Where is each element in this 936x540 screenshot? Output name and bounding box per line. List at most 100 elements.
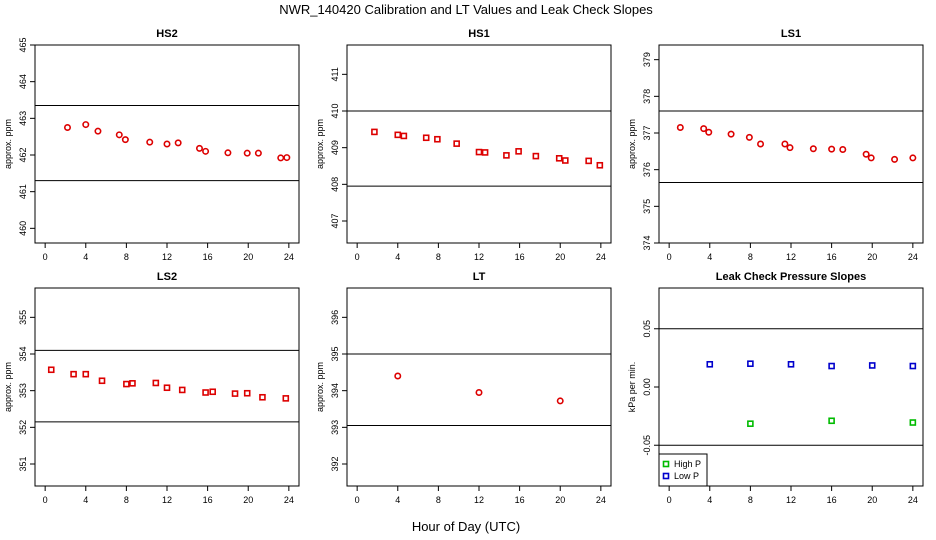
data-point [891, 155, 899, 163]
plot-frame [658, 44, 924, 244]
y-tick-label: 353 [18, 383, 28, 398]
data-point [809, 145, 817, 153]
data-point [706, 360, 714, 368]
y-tick-label: 379 [642, 52, 652, 67]
y-tick-label: 354 [18, 346, 28, 361]
x-tick-label: 0 [43, 495, 48, 505]
y-tick-label: 460 [18, 221, 28, 236]
x-tick-label: 8 [748, 252, 753, 262]
y-axis-label: approx. ppm [3, 119, 13, 169]
plot-frame [346, 44, 612, 244]
data-point [371, 128, 378, 136]
panel-2: HS1 approx. ppm 0 4 8 12 16 20 24 407 408 409 410 411 [315, 28, 612, 262]
data-point [209, 388, 216, 396]
panel-1: HS2 approx. ppm 0 4 8 12 16 20 24 460 461 462 463 464… [3, 28, 300, 262]
data-point [195, 144, 203, 152]
data-point [70, 370, 77, 378]
y-tick-label: 462 [18, 147, 28, 162]
y-tick-label: 410 [330, 103, 340, 118]
data-point [867, 154, 875, 162]
data-point [178, 386, 186, 394]
figure-title: NWR_140420 Calibration and LT Values and… [279, 2, 653, 17]
y-tick-label: 461 [18, 184, 28, 199]
data-point [727, 130, 735, 138]
x-tick-label: 12 [474, 495, 484, 505]
x-tick-label: 4 [707, 252, 712, 262]
panel-4: LS2 approx. ppm 0 4 8 12 16 20 24 351 352 353 354 355 [3, 271, 300, 505]
y-axis-label: kPa per min. [627, 362, 637, 413]
x-tick-label: 4 [83, 495, 88, 505]
data-point [481, 149, 489, 156]
y-tick-label: 0.00 [642, 378, 652, 396]
panel-3: LS1 approx. ppm 0 4 8 12 16 20 24 374 375 376 377 378… [627, 28, 924, 262]
x-tick-label: 0 [667, 495, 672, 505]
y-tick-label: 376 [642, 162, 652, 177]
x-tick-label: 24 [908, 495, 918, 505]
x-tick-label: 24 [284, 252, 294, 262]
x-tick-label: 8 [436, 495, 441, 505]
data-point [115, 131, 123, 139]
legend: High P Low P [658, 453, 708, 487]
x-tick-label: 16 [203, 252, 213, 262]
x-tick-label: 4 [395, 252, 400, 262]
x-tick-label: 20 [867, 252, 877, 262]
x-tick-label: 0 [355, 495, 360, 505]
x-tick-label: 4 [395, 495, 400, 505]
x-tick-label: 0 [355, 252, 360, 262]
data-point [828, 417, 835, 425]
legend-marker [662, 460, 670, 468]
legend-marker [662, 472, 670, 480]
y-tick-label: -0.05 [642, 435, 652, 456]
y-tick-label: 377 [642, 125, 652, 140]
data-point [394, 131, 402, 139]
data-point [676, 124, 684, 132]
data-point [909, 154, 917, 162]
legend-box [658, 453, 708, 487]
y-tick-label: 463 [18, 111, 28, 126]
data-point [909, 419, 917, 426]
x-tick-label: 20 [555, 252, 565, 262]
data-point [705, 128, 713, 136]
data-point [243, 389, 251, 397]
data-point [94, 127, 102, 135]
x-tick-label: 16 [515, 495, 525, 505]
x-tick-label: 12 [786, 252, 796, 262]
data-point [254, 149, 262, 157]
panel-5: LT approx. ppm 0 4 8 12 16 20 24 392 393 394 395 396 [315, 271, 612, 505]
x-tick-label: 16 [203, 495, 213, 505]
panel-title: LS2 [157, 271, 177, 283]
panel-6: Leak Check Pressure Slopes kPa per min. 0 4… [627, 271, 924, 505]
legend-label: Low P [674, 471, 699, 481]
x-tick-label: 12 [162, 495, 172, 505]
x-tick-label: 24 [908, 252, 918, 262]
data-point [146, 138, 154, 146]
y-tick-label: 409 [330, 140, 340, 155]
data-point [757, 140, 765, 148]
x-tick-label: 0 [43, 252, 48, 262]
data-point [163, 140, 171, 148]
data-point [47, 366, 55, 374]
data-point [839, 146, 847, 154]
y-tick-label: 352 [18, 420, 28, 435]
data-point [532, 152, 540, 160]
y-tick-label: 411 [330, 67, 340, 81]
data-point [202, 389, 209, 396]
y-tick-label: 464 [18, 74, 28, 89]
data-point [503, 152, 510, 159]
data-point [152, 379, 160, 387]
data-point [400, 132, 408, 140]
data-point [277, 154, 285, 162]
y-tick-label: 374 [642, 235, 652, 250]
figure-xlabel: Hour of Day (UTC) [412, 519, 520, 534]
panel-title: LS1 [781, 28, 801, 40]
data-point [828, 145, 836, 153]
plot-frame [34, 44, 300, 244]
data-point [700, 125, 708, 133]
panel-title: HS2 [156, 28, 177, 40]
x-tick-label: 16 [827, 495, 837, 505]
legend-label: High P [674, 459, 701, 469]
y-tick-label: 465 [18, 37, 28, 52]
y-axis-label: approx. ppm [315, 362, 325, 412]
plot-frame [34, 287, 300, 487]
x-tick-label: 8 [124, 495, 129, 505]
